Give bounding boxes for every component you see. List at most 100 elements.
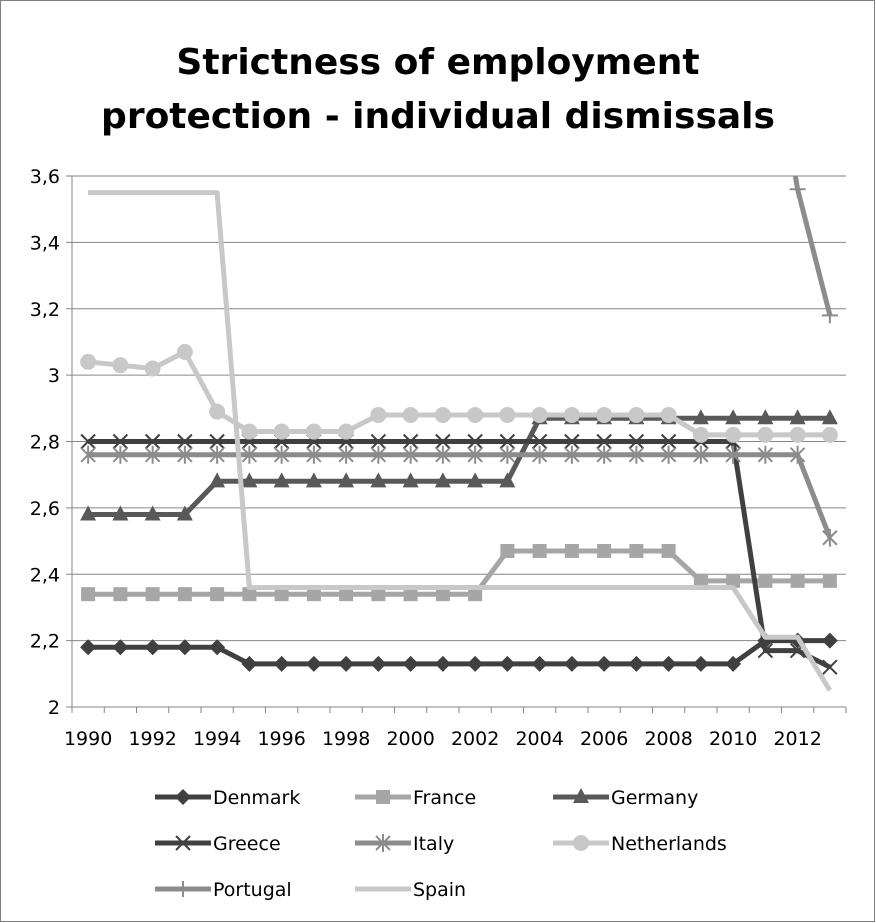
data-point-greece <box>177 433 193 450</box>
data-point-italy <box>338 445 354 464</box>
legend-label-italy: Italy <box>413 833 454 855</box>
data-point-netherlands <box>241 423 258 440</box>
data-point-italy <box>241 445 258 464</box>
data-point-italy <box>628 445 645 464</box>
data-point-portugal <box>757 0 773 8</box>
x-tick-label: 2002 <box>451 728 499 750</box>
legend-label-portugal: Portugal <box>213 879 292 901</box>
data-point-portugal <box>789 181 806 198</box>
data-point-denmark <box>531 655 548 672</box>
data-point-greece <box>757 642 774 659</box>
data-point-france <box>790 573 805 588</box>
series-denmark <box>80 632 838 672</box>
series-line-italy <box>88 452 833 539</box>
legend-item-germany: Germany <box>553 787 698 809</box>
data-point-italy <box>370 445 387 464</box>
data-point-italy <box>596 445 612 464</box>
series-germany <box>80 409 838 521</box>
data-point-italy <box>273 445 290 464</box>
data-point-germany <box>209 472 226 488</box>
x-tick-label: 2012 <box>773 728 821 750</box>
chart-title: Strictness of employment protection - in… <box>101 42 775 137</box>
data-point-italy <box>499 445 516 464</box>
y-tick-label: 2,8 <box>30 432 60 454</box>
data-point-denmark <box>144 639 161 656</box>
data-point-greece <box>499 433 516 450</box>
series-lines <box>80 0 838 692</box>
series-netherlands <box>80 343 838 443</box>
x-tick-label: 2000 <box>386 728 434 750</box>
data-point-italy <box>725 445 741 464</box>
data-point-germany <box>789 409 806 425</box>
data-point-denmark <box>402 655 419 672</box>
legend-marker-portugal <box>175 881 191 897</box>
series-line-spain <box>88 190 833 692</box>
data-point-denmark <box>338 655 355 672</box>
data-point-denmark <box>241 655 258 672</box>
data-point-netherlands <box>596 406 613 423</box>
data-point-netherlands <box>273 423 290 440</box>
data-point-germany <box>757 409 774 425</box>
x-tick-label: 2006 <box>580 728 628 750</box>
data-point-france <box>435 587 450 602</box>
data-point-denmark <box>112 639 129 656</box>
data-point-denmark <box>305 655 322 672</box>
data-point-france <box>339 587 354 602</box>
x-tick-label: 2008 <box>644 728 692 750</box>
data-point-greece <box>402 433 419 450</box>
data-point-germany <box>273 472 290 488</box>
data-point-france <box>113 587 128 602</box>
data-point-france <box>822 573 837 588</box>
legend-item-france: France <box>355 787 476 809</box>
y-tick-label: 2,6 <box>30 498 60 520</box>
data-point-denmark <box>628 655 645 672</box>
y-tick-label: 2 <box>48 697 60 719</box>
data-point-germany <box>821 409 838 425</box>
series-greece <box>80 433 838 675</box>
data-point-greece <box>435 433 451 450</box>
data-point-france <box>210 587 225 602</box>
series-portugal <box>757 0 838 324</box>
data-point-netherlands <box>660 406 677 423</box>
data-point-denmark <box>80 639 97 656</box>
y-tick-label: 3 <box>48 365 60 387</box>
data-point-france <box>468 587 483 602</box>
data-point-italy <box>564 445 580 464</box>
data-point-greece <box>564 433 580 450</box>
legend-marker-germany <box>573 788 589 803</box>
data-point-netherlands <box>563 406 580 423</box>
data-point-germany <box>725 409 742 425</box>
series-line-netherlands <box>87 349 830 438</box>
data-point-france <box>597 544 612 559</box>
legend-item-portugal: Portugal <box>155 879 292 901</box>
data-point-netherlands <box>531 406 548 423</box>
data-point-netherlands <box>209 403 226 420</box>
data-point-france <box>629 544 644 559</box>
data-point-netherlands <box>402 406 419 423</box>
data-point-denmark <box>660 655 677 672</box>
data-point-france <box>81 587 96 602</box>
data-point-netherlands <box>789 426 806 443</box>
data-point-france <box>564 544 579 559</box>
data-point-france <box>403 587 418 602</box>
legend-label-denmark: Denmark <box>213 787 300 809</box>
data-point-netherlands <box>176 343 193 360</box>
data-point-denmark <box>273 655 290 672</box>
y-tick-label: 3,6 <box>30 166 60 188</box>
y-tick-label: 2,2 <box>30 631 60 653</box>
legend: Denmark France Germany Greece Italy Netherlan… <box>155 787 727 901</box>
data-point-denmark <box>370 655 387 672</box>
data-point-germany <box>176 505 193 521</box>
data-point-italy <box>435 445 451 464</box>
legend-label-spain: Spain <box>413 879 466 901</box>
data-point-germany <box>112 505 129 521</box>
series-italy <box>80 445 838 547</box>
data-point-germany <box>338 472 355 488</box>
data-point-germany <box>467 472 484 488</box>
data-point-netherlands <box>338 423 355 440</box>
data-point-italy <box>789 445 806 464</box>
data-point-denmark <box>434 655 451 672</box>
data-point-greece <box>112 433 129 450</box>
data-point-greece <box>628 433 645 450</box>
